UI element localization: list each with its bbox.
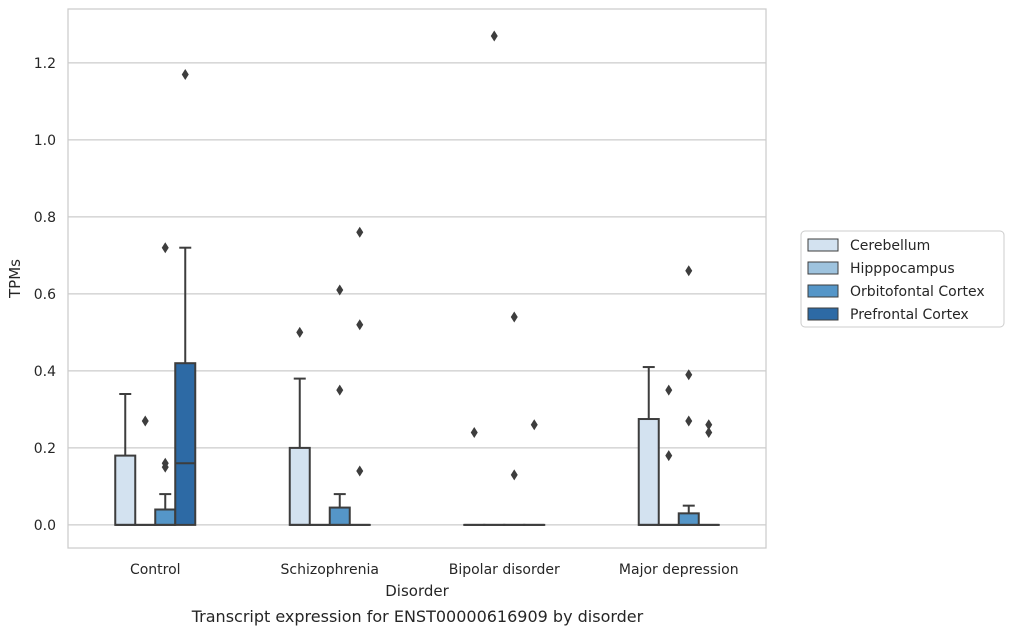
box-orbitofontal-cortex — [677, 265, 700, 526]
outlier-point — [685, 265, 693, 277]
legend-frame — [800, 230, 1005, 328]
box-orbitofontal-cortex — [503, 311, 526, 526]
chart-caption: Transcript expression for ENST0000061690… — [191, 607, 644, 626]
box-body — [154, 508, 177, 526]
outlier-point — [161, 242, 169, 254]
box-body — [677, 512, 700, 526]
y-axis-label: TPMs — [6, 259, 24, 299]
outlier-point — [705, 419, 713, 431]
box-hipppocampus — [483, 30, 506, 526]
outlier-point — [336, 384, 344, 396]
box-cerebellum — [114, 393, 137, 526]
y-tick-label: 1.0 — [34, 133, 56, 149]
outlier-point — [181, 68, 189, 80]
outlier-point — [356, 226, 364, 238]
y-tick-label: 0.4 — [34, 364, 56, 380]
legend: Cerebellum Hipppocampus Orbitofontal Corte… — [800, 230, 1005, 328]
y-tick-label: 0.2 — [34, 441, 56, 457]
legend-label: Prefrontal Cortex — [850, 307, 969, 323]
outlier-point — [510, 469, 518, 481]
box-orbitofontal-cortex — [328, 284, 351, 526]
box-prefrontal-cortex — [523, 419, 546, 526]
legend-swatch — [807, 307, 839, 321]
y-tick-label: 0.8 — [34, 210, 56, 226]
box-orbitofontal-cortex — [154, 242, 177, 526]
box-body — [637, 418, 660, 526]
legend-label: Cerebellum — [850, 238, 930, 254]
box-hipppocampus — [657, 384, 680, 526]
box-body — [328, 506, 351, 526]
box-cerebellum — [637, 366, 660, 526]
legend-swatch — [807, 284, 839, 298]
box-prefrontal-cortex — [697, 419, 720, 526]
outlier-point — [161, 461, 169, 473]
outlier-point — [356, 319, 364, 331]
outlier-point — [665, 384, 673, 396]
outlier-point — [336, 284, 344, 296]
legend-label: Hipppocampus — [850, 261, 955, 277]
grid-lines — [68, 62, 766, 526]
legend-swatch — [807, 238, 839, 252]
legend-swatch — [807, 261, 839, 275]
x-tick-label: Bipolar disorder — [449, 562, 560, 578]
box-cerebellum — [463, 427, 486, 526]
box-body — [114, 454, 137, 526]
x-tick-labels: Control Schizophrenia Bipolar disorder Majo… — [130, 562, 739, 578]
y-tick-label: 1.2 — [34, 56, 56, 72]
legend-label: Orbitofontal Cortex — [850, 284, 985, 300]
box-cerebellum — [288, 326, 311, 526]
outlier-point — [141, 415, 149, 427]
outlier-point — [510, 311, 518, 323]
x-tick-label: Control — [130, 562, 181, 578]
x-axis-label: Disorder — [385, 582, 449, 600]
box-plots — [114, 30, 720, 526]
box-body — [174, 362, 197, 526]
x-tick-label: Major depression — [619, 562, 739, 578]
outlier-point — [530, 419, 538, 431]
y-tick-label: 0.0 — [34, 518, 56, 534]
x-tick-label: Schizophrenia — [281, 562, 379, 578]
box-prefrontal-cortex — [348, 226, 371, 526]
outlier-point — [490, 30, 498, 42]
box-prefrontal-cortex — [174, 68, 197, 526]
outlier-point — [665, 450, 673, 462]
outlier-point — [356, 465, 364, 477]
outlier-point — [470, 427, 478, 438]
outlier-point — [685, 369, 693, 381]
y-tick-labels: 0.0 0.2 0.4 0.6 0.8 1.0 1.2 — [34, 56, 56, 534]
outlier-point — [685, 415, 693, 427]
outlier-point — [296, 326, 304, 338]
y-tick-label: 0.6 — [34, 287, 56, 303]
box-hipppocampus — [134, 415, 157, 526]
plot-frame — [67, 8, 767, 549]
outlier-point — [705, 427, 713, 438]
box-body — [288, 446, 311, 526]
